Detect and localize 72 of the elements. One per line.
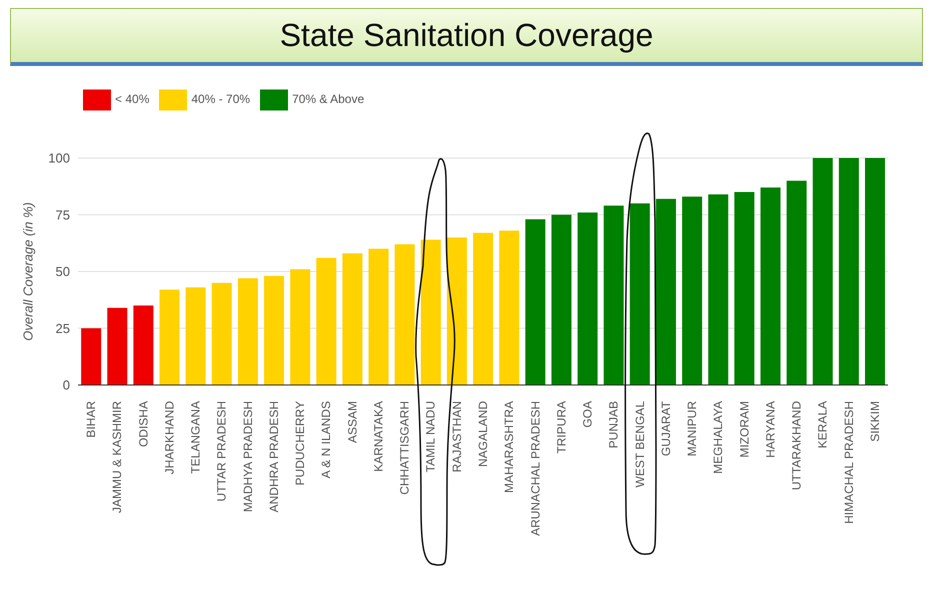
- bar: [812, 158, 833, 385]
- x-tick-label: KERALA: [816, 401, 830, 448]
- bar: [342, 253, 362, 385]
- x-tick-label: UTTAR PRADESH: [214, 401, 229, 502]
- bar: [499, 230, 520, 385]
- bar: [368, 248, 389, 385]
- bar: [682, 196, 702, 385]
- y-tick-label: 100: [48, 150, 70, 166]
- bar: [838, 158, 859, 385]
- x-tick-label: MANIPUR: [685, 400, 700, 456]
- bar: [81, 328, 102, 385]
- x-tick-label: JAMMU & KASHMIR: [110, 400, 124, 514]
- bar: [238, 278, 258, 385]
- x-tick-label: TAMIL NADU: [424, 401, 438, 472]
- x-tick-label: BIHAR: [84, 400, 98, 438]
- y-tick-label: 25: [56, 320, 70, 336]
- x-tick-label: JHARKHAND: [162, 400, 176, 474]
- bar: [264, 276, 284, 385]
- x-tick-label: NAGALAND: [476, 400, 490, 468]
- bar: [420, 240, 441, 385]
- x-tick-label: ARUNACHAL PRADESH: [528, 401, 542, 536]
- bar: [316, 258, 336, 385]
- x-tick-label: SIKKIM: [868, 401, 882, 442]
- bar: [446, 237, 467, 385]
- x-tick-label: RAJASTHAN: [450, 401, 464, 472]
- x-tick-label: MAHARASHTRA: [502, 401, 516, 494]
- bar: [734, 192, 754, 385]
- x-tick-label: MEGHALAYA: [711, 401, 726, 474]
- bar: [630, 203, 650, 385]
- x-tick-label: HARYANA: [763, 401, 778, 458]
- bar: [578, 212, 598, 385]
- x-tick-label: MADHYA PRADESH: [240, 401, 255, 512]
- bar: [786, 180, 807, 385]
- x-tick-label: CHHATTISGARH: [398, 401, 412, 495]
- x-tick-label: UTTARAKHAND: [790, 400, 804, 490]
- bar: [708, 194, 728, 385]
- bar: [473, 232, 494, 385]
- x-tick-label: KARNATAKA: [371, 401, 386, 472]
- x-tick-label: ASSAM: [345, 401, 360, 444]
- x-tick-label: ANDHRA PRADESH: [266, 401, 281, 512]
- bar: [656, 198, 676, 385]
- x-tick-label: GOA: [580, 401, 595, 428]
- x-tick-label: GUJARAT: [658, 400, 673, 456]
- bar: [551, 214, 572, 385]
- bar: [186, 287, 206, 385]
- legend-label: < 40%: [115, 92, 150, 106]
- x-tick-label: WEST BENGAL: [632, 400, 647, 488]
- legend-label: 40% - 70%: [191, 92, 250, 106]
- y-tick-label: 0: [62, 378, 70, 393]
- x-tick-label: PUDUCHERRY: [293, 401, 308, 486]
- chart-title: State Sanitation Coverage: [280, 17, 654, 54]
- bar: [133, 306, 154, 385]
- y-tick-label: 50: [56, 264, 70, 280]
- x-tick-label: PUNJAB: [606, 401, 621, 448]
- x-tick-label: TELANGANA: [188, 401, 203, 474]
- bar: [394, 244, 415, 385]
- y-axis-title: Overall Coverage (in %): [20, 202, 36, 341]
- x-tick-label: HIMACHAL PRADESH: [842, 401, 856, 524]
- legend-label: 70% & Above: [292, 92, 364, 106]
- y-tick-label: 75: [56, 207, 70, 222]
- bar: [290, 269, 310, 385]
- bar: [212, 282, 232, 385]
- x-tick-label: MIZORAM: [737, 401, 752, 458]
- bar: [160, 290, 180, 385]
- bar: [760, 188, 780, 385]
- bar: [107, 308, 128, 385]
- bar: [525, 219, 546, 385]
- bar: [604, 206, 624, 385]
- x-tick-label: TRIPURA: [554, 401, 568, 454]
- x-tick-label: A & N ILANDS: [319, 401, 334, 478]
- x-tick-label: ODISHA: [136, 401, 150, 448]
- bar: [865, 158, 886, 385]
